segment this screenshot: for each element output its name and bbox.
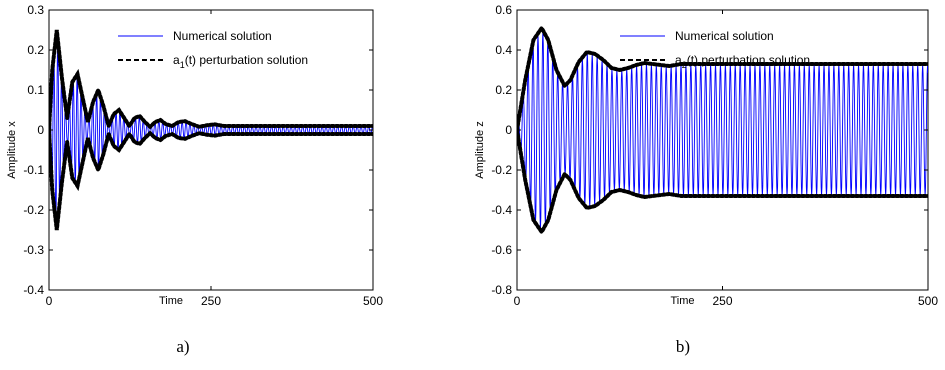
y-tick-label: 0.6	[495, 3, 512, 17]
x-axis-label-b: Time	[670, 295, 694, 307]
legend-a: Numerical solution a1(t) perturbation so…	[118, 29, 308, 70]
panel-b: 0.60.40.20-0.2-0.4-0.6-0.80 250 500 Time A…	[474, 3, 938, 356]
y-tick-label: 0.4	[495, 43, 512, 57]
x-tick-label: 250	[712, 294, 732, 308]
panel-caption-b: b)	[676, 337, 690, 356]
y-tick-label: 0.2	[495, 83, 512, 97]
y-axis-label-a: Amplitude x	[6, 121, 18, 179]
y-tick-label: -0.4	[23, 283, 44, 297]
y-tick-label: 0.1	[27, 83, 44, 97]
y-tick-label: -0.2	[23, 203, 44, 217]
plot-marks-a	[49, 29, 373, 231]
x-tick-label: 250	[201, 294, 221, 308]
series-perturbation-upper	[517, 24, 928, 132]
legend-b-label-numerical: Numerical solution	[675, 29, 774, 43]
x-tick-label: 500	[363, 294, 383, 308]
y-tick-label: 0.2	[27, 43, 44, 57]
y-tick-label: -0.4	[491, 203, 512, 217]
legend-a-label-numerical: Numerical solution	[173, 29, 272, 43]
panel-a: 0.30.20.10-0.1-0.2-0.3-0.40 250 500 Time A…	[6, 3, 383, 356]
y-tick-label: -0.2	[491, 163, 512, 177]
y-tick-label: -0.8	[491, 283, 512, 297]
x-tick-label: 500	[918, 294, 938, 308]
legend-a-label-perturbation: a1(t) perturbation solution	[173, 53, 308, 70]
x-tick-label: 0	[514, 294, 521, 308]
x-axis-label-a: Time	[159, 295, 183, 307]
y-axis-label-b: Amplitude z	[474, 121, 486, 178]
panel-caption-a: a)	[176, 337, 189, 356]
y-tick-label: -0.3	[23, 243, 44, 257]
series-perturbation-lower	[49, 127, 373, 231]
y-tick-label: 0.3	[27, 3, 44, 17]
y-tick-label: 0	[505, 123, 512, 137]
series-numerical-solution	[517, 30, 928, 231]
x-tick-label: 0	[46, 294, 53, 308]
ticks-b: 0.60.40.20-0.2-0.4-0.6-0.80 250 500	[491, 3, 938, 308]
plot-marks-b	[517, 24, 928, 236]
legend-b-label-perturbation: a2(t) perturbation solution	[675, 53, 810, 70]
series-perturbation-lower	[517, 128, 928, 236]
series-perturbation-upper	[49, 29, 373, 133]
legend-b: Numerical solution a2(t) perturbation so…	[620, 29, 810, 70]
ticks-a: 0.30.20.10-0.1-0.2-0.3-0.40 250 500	[23, 3, 383, 308]
y-tick-label: -0.6	[491, 243, 512, 257]
y-tick-label: -0.1	[23, 163, 44, 177]
y-tick-label: 0	[37, 123, 44, 137]
